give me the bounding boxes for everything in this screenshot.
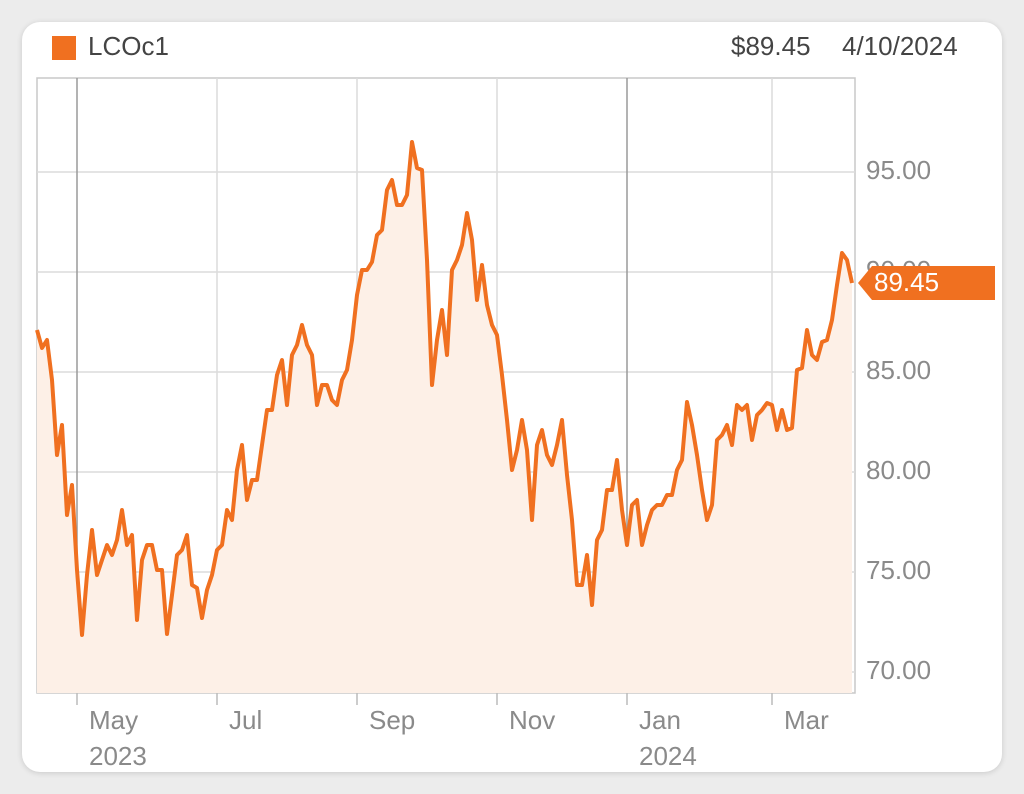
legend-swatch: [52, 36, 76, 60]
x-tick-label: Mar: [784, 705, 829, 735]
header-date: 4/10/2024: [842, 31, 958, 61]
y-tick-label: 85.00: [866, 355, 931, 385]
line: [35, 140, 854, 637]
x-tick-label: Nov: [509, 705, 556, 735]
y-tick-label: 95.00: [866, 155, 931, 185]
y-tick-label: 70.00: [866, 655, 931, 685]
x-tick-label: Sep: [369, 705, 416, 735]
area: [37, 142, 852, 693]
y-tick-label: 75.00: [866, 555, 931, 585]
x-tick-label: Jan 2024: [639, 705, 697, 771]
header-price: $89.45: [731, 31, 811, 61]
last-value-label: 89.45: [874, 267, 939, 297]
legend-label: LCOc1: [88, 31, 169, 61]
y-tick-label: 80.00: [866, 455, 931, 485]
last-value-callout: [858, 266, 995, 300]
x-tick-label: Jul: [229, 705, 263, 735]
x-tick-label: May 2023: [89, 705, 147, 771]
